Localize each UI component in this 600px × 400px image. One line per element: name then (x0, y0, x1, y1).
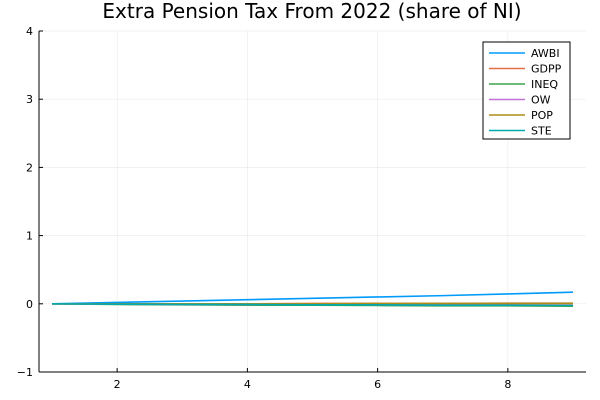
chart-title: Extra Pension Tax From 2022 (share of NI… (102, 0, 521, 23)
legend: AWBI GDPP INEQ OW POP STE (482, 41, 571, 140)
y-tick-label: 1 (26, 230, 33, 243)
series-line-awbi (52, 291, 574, 305)
y-tick-label: 0 (26, 298, 33, 311)
x-tick-label: 6 (374, 378, 381, 391)
legend-label: OW (531, 94, 551, 107)
x-tick-label: 8 (504, 378, 511, 391)
y-tick-label: −1 (17, 366, 33, 379)
series-layer (52, 291, 574, 307)
legend-label: AWBI (531, 47, 560, 60)
y-tick-label: 4 (26, 25, 33, 38)
y-tick-label: 3 (26, 93, 33, 106)
series-line-ste (52, 302, 573, 307)
legend-label: GDPP (531, 63, 562, 76)
legend-label: STE (531, 125, 552, 138)
x-tick-label: 2 (114, 378, 121, 391)
x-tick-label: 4 (244, 378, 251, 391)
legend-label: POP (531, 109, 553, 122)
legend-box (482, 41, 571, 140)
y-tick-label: 2 (26, 161, 33, 174)
legend-label: INEQ (531, 78, 558, 91)
axes: 2 4 6 8 −1 0 1 2 3 4 (17, 25, 586, 391)
